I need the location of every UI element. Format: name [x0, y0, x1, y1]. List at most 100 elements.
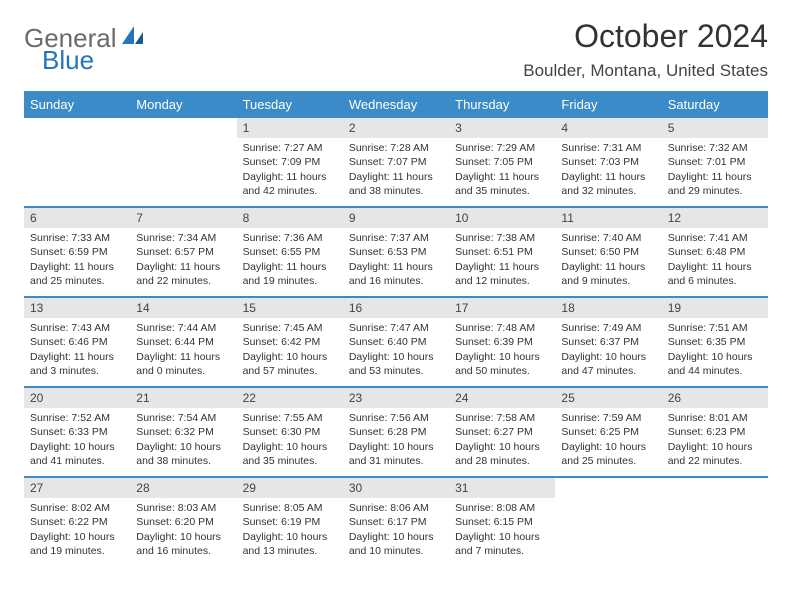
sunset-text: Sunset: 6:25 PM — [561, 425, 655, 439]
daylight-text: Daylight: 10 hours and 10 minutes. — [349, 530, 443, 558]
sunrise-text: Sunrise: 7:29 AM — [455, 141, 549, 155]
day-number: 26 — [662, 388, 768, 408]
day-number: 19 — [662, 298, 768, 318]
day-content: Sunrise: 7:31 AMSunset: 7:03 PMDaylight:… — [555, 138, 661, 204]
day-number: 12 — [662, 208, 768, 228]
daylight-text: Daylight: 11 hours and 16 minutes. — [349, 260, 443, 288]
title-block: October 2024 Boulder, Montana, United St… — [523, 18, 768, 81]
sunrise-text: Sunrise: 7:41 AM — [668, 231, 762, 245]
day-number: 24 — [449, 388, 555, 408]
sunrise-text: Sunrise: 7:52 AM — [30, 411, 124, 425]
weekday-header: Friday — [555, 92, 661, 117]
location-text: Boulder, Montana, United States — [523, 61, 768, 81]
calendar-cell: 12Sunrise: 7:41 AMSunset: 6:48 PMDayligh… — [662, 207, 768, 297]
calendar-cell: 27Sunrise: 8:02 AMSunset: 6:22 PMDayligh… — [24, 477, 130, 567]
sunset-text: Sunset: 6:50 PM — [561, 245, 655, 259]
day-content: Sunrise: 7:40 AMSunset: 6:50 PMDaylight:… — [555, 228, 661, 294]
sunset-text: Sunset: 6:35 PM — [668, 335, 762, 349]
daylight-text: Daylight: 10 hours and 25 minutes. — [561, 440, 655, 468]
calendar-week-row: 13Sunrise: 7:43 AMSunset: 6:46 PMDayligh… — [24, 297, 768, 387]
day-number: 13 — [24, 298, 130, 318]
day-number: 30 — [343, 478, 449, 498]
day-content: Sunrise: 7:43 AMSunset: 6:46 PMDaylight:… — [24, 318, 130, 384]
day-number: 9 — [343, 208, 449, 228]
weekday-header: Saturday — [662, 92, 768, 117]
daylight-text: Daylight: 10 hours and 38 minutes. — [136, 440, 230, 468]
sunrise-text: Sunrise: 7:36 AM — [243, 231, 337, 245]
day-content: Sunrise: 8:03 AMSunset: 6:20 PMDaylight:… — [130, 498, 236, 564]
day-content: Sunrise: 7:59 AMSunset: 6:25 PMDaylight:… — [555, 408, 661, 474]
weekday-header: Thursday — [449, 92, 555, 117]
daylight-text: Daylight: 11 hours and 42 minutes. — [243, 170, 337, 198]
calendar-cell — [130, 117, 236, 207]
sunset-text: Sunset: 6:48 PM — [668, 245, 762, 259]
calendar-cell: 9Sunrise: 7:37 AMSunset: 6:53 PMDaylight… — [343, 207, 449, 297]
sunrise-text: Sunrise: 7:47 AM — [349, 321, 443, 335]
daylight-text: Daylight: 11 hours and 6 minutes. — [668, 260, 762, 288]
sunset-text: Sunset: 7:09 PM — [243, 155, 337, 169]
day-number: 11 — [555, 208, 661, 228]
sunrise-text: Sunrise: 7:51 AM — [668, 321, 762, 335]
day-content: Sunrise: 7:41 AMSunset: 6:48 PMDaylight:… — [662, 228, 768, 294]
daylight-text: Daylight: 10 hours and 50 minutes. — [455, 350, 549, 378]
calendar-cell: 18Sunrise: 7:49 AMSunset: 6:37 PMDayligh… — [555, 297, 661, 387]
day-content: Sunrise: 8:06 AMSunset: 6:17 PMDaylight:… — [343, 498, 449, 564]
day-number: 3 — [449, 118, 555, 138]
day-content: Sunrise: 7:32 AMSunset: 7:01 PMDaylight:… — [662, 138, 768, 204]
daylight-text: Daylight: 10 hours and 13 minutes. — [243, 530, 337, 558]
day-number: 16 — [343, 298, 449, 318]
calendar-cell: 3Sunrise: 7:29 AMSunset: 7:05 PMDaylight… — [449, 117, 555, 207]
sunrise-text: Sunrise: 8:02 AM — [30, 501, 124, 515]
sunrise-text: Sunrise: 7:56 AM — [349, 411, 443, 425]
daylight-text: Daylight: 11 hours and 0 minutes. — [136, 350, 230, 378]
day-content: Sunrise: 7:56 AMSunset: 6:28 PMDaylight:… — [343, 408, 449, 474]
day-content: Sunrise: 7:51 AMSunset: 6:35 PMDaylight:… — [662, 318, 768, 384]
sunrise-text: Sunrise: 7:40 AM — [561, 231, 655, 245]
weekday-header-row: SundayMondayTuesdayWednesdayThursdayFrid… — [24, 92, 768, 117]
sunset-text: Sunset: 7:07 PM — [349, 155, 443, 169]
sunset-text: Sunset: 6:44 PM — [136, 335, 230, 349]
calendar-cell: 21Sunrise: 7:54 AMSunset: 6:32 PMDayligh… — [130, 387, 236, 477]
daylight-text: Daylight: 10 hours and 35 minutes. — [243, 440, 337, 468]
day-number: 10 — [449, 208, 555, 228]
weekday-header: Monday — [130, 92, 236, 117]
weekday-header: Sunday — [24, 92, 130, 117]
calendar-cell: 6Sunrise: 7:33 AMSunset: 6:59 PMDaylight… — [24, 207, 130, 297]
day-content: Sunrise: 7:49 AMSunset: 6:37 PMDaylight:… — [555, 318, 661, 384]
day-number: 6 — [24, 208, 130, 228]
sunrise-text: Sunrise: 8:08 AM — [455, 501, 549, 515]
sunrise-text: Sunrise: 7:27 AM — [243, 141, 337, 155]
sunset-text: Sunset: 6:20 PM — [136, 515, 230, 529]
day-number: 18 — [555, 298, 661, 318]
day-number: 22 — [237, 388, 343, 408]
day-content: Sunrise: 7:28 AMSunset: 7:07 PMDaylight:… — [343, 138, 449, 204]
day-content: Sunrise: 8:02 AMSunset: 6:22 PMDaylight:… — [24, 498, 130, 564]
calendar-week-row: 6Sunrise: 7:33 AMSunset: 6:59 PMDaylight… — [24, 207, 768, 297]
sunset-text: Sunset: 6:22 PM — [30, 515, 124, 529]
day-content: Sunrise: 8:01 AMSunset: 6:23 PMDaylight:… — [662, 408, 768, 474]
day-content: Sunrise: 7:47 AMSunset: 6:40 PMDaylight:… — [343, 318, 449, 384]
calendar-week-row: 20Sunrise: 7:52 AMSunset: 6:33 PMDayligh… — [24, 387, 768, 477]
calendar-cell: 15Sunrise: 7:45 AMSunset: 6:42 PMDayligh… — [237, 297, 343, 387]
calendar-cell: 8Sunrise: 7:36 AMSunset: 6:55 PMDaylight… — [237, 207, 343, 297]
daylight-text: Daylight: 10 hours and 16 minutes. — [136, 530, 230, 558]
daylight-text: Daylight: 10 hours and 28 minutes. — [455, 440, 549, 468]
calendar-cell: 19Sunrise: 7:51 AMSunset: 6:35 PMDayligh… — [662, 297, 768, 387]
day-content: Sunrise: 7:37 AMSunset: 6:53 PMDaylight:… — [343, 228, 449, 294]
daylight-text: Daylight: 11 hours and 22 minutes. — [136, 260, 230, 288]
day-number: 1 — [237, 118, 343, 138]
calendar-cell: 5Sunrise: 7:32 AMSunset: 7:01 PMDaylight… — [662, 117, 768, 207]
day-number: 29 — [237, 478, 343, 498]
day-content: Sunrise: 7:48 AMSunset: 6:39 PMDaylight:… — [449, 318, 555, 384]
sunset-text: Sunset: 6:15 PM — [455, 515, 549, 529]
daylight-text: Daylight: 11 hours and 29 minutes. — [668, 170, 762, 198]
calendar-cell: 14Sunrise: 7:44 AMSunset: 6:44 PMDayligh… — [130, 297, 236, 387]
sunset-text: Sunset: 6:42 PM — [243, 335, 337, 349]
sunrise-text: Sunrise: 7:54 AM — [136, 411, 230, 425]
day-number: 14 — [130, 298, 236, 318]
sunset-text: Sunset: 6:46 PM — [30, 335, 124, 349]
day-content: Sunrise: 7:45 AMSunset: 6:42 PMDaylight:… — [237, 318, 343, 384]
calendar-cell: 24Sunrise: 7:58 AMSunset: 6:27 PMDayligh… — [449, 387, 555, 477]
day-number: 5 — [662, 118, 768, 138]
sunset-text: Sunset: 6:32 PM — [136, 425, 230, 439]
